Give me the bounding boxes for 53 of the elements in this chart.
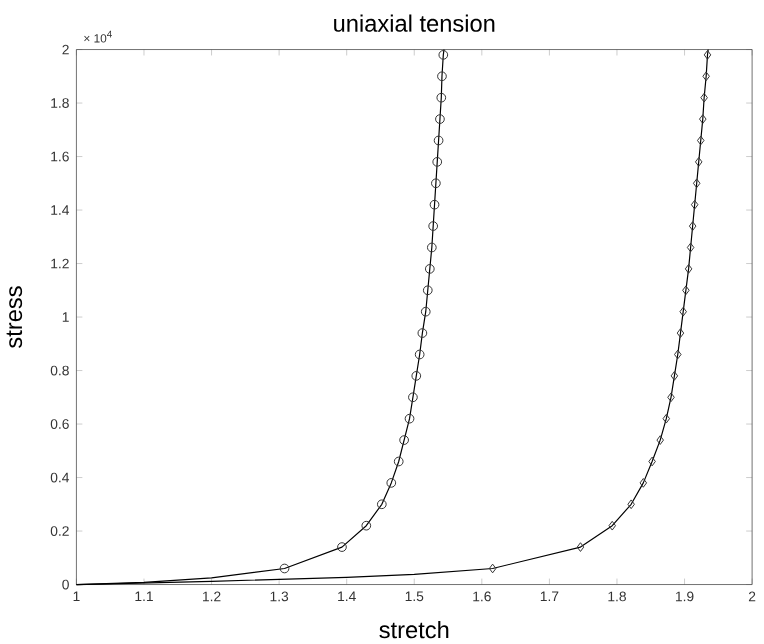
point [670, 370, 679, 381]
point [424, 263, 435, 274]
point [435, 113, 445, 124]
point [436, 92, 447, 103]
point [437, 70, 447, 81]
y-axis-title: stress [6, 285, 23, 348]
point [428, 220, 439, 231]
point [417, 327, 428, 338]
point [361, 520, 372, 531]
point [411, 370, 422, 381]
point [684, 263, 693, 274]
point [337, 541, 347, 552]
point [422, 284, 433, 295]
point [426, 242, 437, 252]
point [404, 413, 415, 424]
point [414, 349, 425, 359]
point [696, 135, 705, 145]
point [692, 177, 701, 188]
point [386, 477, 397, 488]
point [608, 520, 617, 531]
point [399, 434, 409, 445]
point [699, 113, 707, 124]
point [700, 92, 708, 103]
chart-title: uniaxial tension [334, 14, 495, 32]
point [627, 498, 635, 509]
point [686, 242, 695, 252]
point [703, 49, 712, 60]
point [431, 177, 441, 188]
point [682, 284, 690, 295]
point [279, 563, 290, 573]
x-axis-title: stretch [379, 620, 449, 638]
point [438, 49, 449, 60]
point [667, 391, 675, 402]
point [429, 199, 440, 210]
point [688, 220, 697, 231]
point [432, 156, 443, 167]
point [433, 135, 444, 145]
point [376, 498, 387, 509]
point [393, 456, 404, 466]
point [420, 306, 431, 317]
point [694, 156, 703, 167]
point [656, 434, 664, 445]
point [674, 349, 682, 359]
point [676, 327, 685, 338]
point [576, 541, 585, 552]
point [662, 413, 671, 424]
point [639, 477, 648, 488]
point [702, 70, 710, 81]
point [488, 563, 497, 573]
point [408, 391, 418, 402]
point [690, 199, 699, 210]
point [679, 306, 687, 317]
point [648, 456, 656, 466]
